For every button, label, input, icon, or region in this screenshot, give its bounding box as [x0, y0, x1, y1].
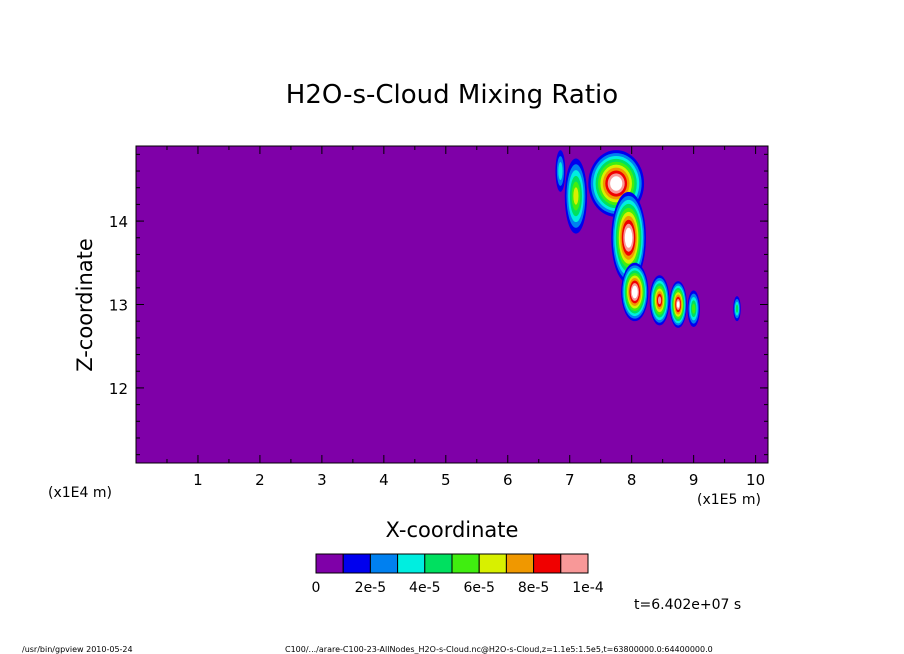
colorbar-swatch — [424, 553, 453, 574]
cloud-region — [733, 296, 741, 322]
x-unit-left: (x1E4 m) — [48, 485, 112, 501]
colorbar — [315, 553, 589, 574]
colorbar-swatch — [315, 553, 344, 574]
colorbar-swatch — [533, 553, 562, 574]
colorbar-swatch — [478, 553, 507, 574]
x-tick-label: 9 — [689, 471, 699, 489]
x-tick-label: 2 — [255, 471, 265, 489]
cloud-field — [555, 150, 741, 328]
colorbar-tick-label: 1e-4 — [572, 580, 604, 596]
cloud-contour-level — [676, 301, 680, 308]
time-label: t=6.402e+07 s — [634, 597, 741, 613]
footer-right: C100/.../arare-C100-23-AllNodes_H2O-s-Cl… — [285, 645, 713, 654]
cloud-region — [564, 158, 588, 234]
cloud-contour-level — [626, 231, 631, 244]
y-tick-label: 13 — [109, 297, 128, 315]
plot-area — [135, 145, 769, 464]
colorbar-swatch — [369, 553, 399, 574]
x-tick-label: 7 — [565, 471, 575, 489]
colorbar-labels: 0 2e-5 4e-5 6e-5 8e-5 1e-4 — [312, 580, 604, 596]
y-axis-label: Z-coordinate — [73, 238, 97, 372]
footer-left: /usr/bin/gpview 2010-05-24 — [22, 645, 133, 654]
y-axis: 12 13 14 — [109, 153, 768, 456]
x-tick-label: 1 — [193, 471, 203, 489]
colorbar-tick-label: 2e-5 — [355, 580, 386, 596]
x-tick-label: 5 — [441, 471, 451, 489]
cloud-contour-level — [735, 304, 739, 313]
cloud-region — [555, 150, 566, 192]
cloud-region — [687, 290, 700, 328]
cloud-contour-level — [558, 162, 563, 180]
x-tick-label: 8 — [627, 471, 637, 489]
x-unit-right: (x1E5 m) — [697, 492, 761, 508]
colorbar-swatch — [560, 553, 589, 574]
x-axis: 1 2 3 4 5 6 7 8 9 10 — [166, 146, 765, 489]
colorbar-tick-label: 6e-5 — [463, 580, 494, 596]
cloud-region — [669, 281, 687, 328]
colorbar-tick-label: 0 — [312, 580, 321, 596]
colorbar-tick-label: 8e-5 — [518, 580, 549, 596]
x-tick-label: 3 — [317, 471, 327, 489]
colorbar-swatch — [505, 553, 535, 574]
cloud-region — [611, 191, 646, 284]
x-axis-label: X-coordinate — [386, 518, 519, 542]
x-tick-label: 10 — [746, 471, 765, 489]
cloud-region — [621, 262, 649, 322]
y-tick-label: 14 — [109, 213, 128, 231]
colorbar-swatch — [451, 553, 480, 574]
y-tick-label: 12 — [109, 380, 128, 398]
cloud-contour-level — [658, 296, 662, 305]
x-tick-label: 4 — [379, 471, 389, 489]
cloud-contour-level — [633, 288, 637, 296]
cloud-contour-level — [573, 187, 579, 205]
cloud-contour-level — [691, 303, 696, 314]
colorbar-swatch — [397, 553, 426, 574]
chart-title: H2O-s-Cloud Mixing Ratio — [286, 80, 618, 110]
x-tick-label: 6 — [503, 471, 513, 489]
cloud-contour-level — [612, 179, 620, 188]
colorbar-swatch — [342, 553, 371, 574]
cloud-region — [649, 275, 670, 326]
colorbar-tick-label: 4e-5 — [409, 580, 440, 596]
